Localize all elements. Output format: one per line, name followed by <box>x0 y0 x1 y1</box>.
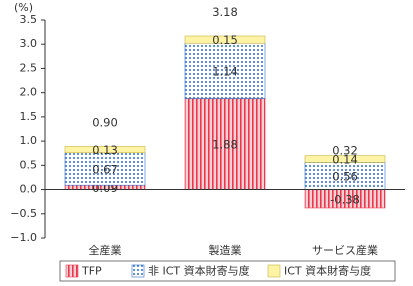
y-tick-label: 0.5 <box>20 158 38 171</box>
x-tick-label: 製造業 <box>209 243 242 257</box>
bar-segment <box>184 42 266 99</box>
legend-label: 非 ICT 資本財寄与度 <box>148 264 250 278</box>
bar-segment <box>304 162 386 190</box>
legend-swatch <box>131 264 145 278</box>
y-unit: (%) <box>14 1 33 14</box>
legend-label: TFP <box>81 265 102 278</box>
data-label: 0.14 <box>332 153 358 167</box>
y-tick-label: 2.0 <box>20 86 38 99</box>
total-label: 0.32 <box>332 144 358 158</box>
legend-swatch <box>267 264 281 278</box>
y-tick-label: 1.0 <box>20 134 38 147</box>
data-label: 1.88 <box>212 138 238 152</box>
total-label: 3.18 <box>212 5 238 19</box>
bar-segment <box>184 35 266 44</box>
y-tick-label: 3.5 <box>20 13 38 26</box>
bar-segment <box>64 152 146 186</box>
y-tick-label: 3.0 <box>20 37 38 50</box>
x-tick-label: 全産業 <box>89 243 122 257</box>
y-tick-label: 1.5 <box>20 110 38 123</box>
total-label: 0.90 <box>92 115 118 129</box>
y-tick-label: −0.5 <box>10 207 37 220</box>
data-label: 0.13 <box>92 143 118 157</box>
y-tick-label: 2.5 <box>20 61 38 74</box>
legend-swatch <box>65 264 79 278</box>
x-tick-label: サービス産業 <box>312 244 378 257</box>
data-label: 1.14 <box>212 64 238 78</box>
data-label: 0.67 <box>92 162 118 176</box>
data-label: 0.56 <box>332 169 358 183</box>
data-label: 0.15 <box>212 33 238 47</box>
bar-segment <box>64 146 146 154</box>
bar-segment <box>304 155 386 163</box>
y-tick-label: −1.0 <box>10 231 37 244</box>
data-label: -0.38 <box>330 192 360 206</box>
y-tick-label: 0.0 <box>20 183 38 196</box>
legend-label: ICT 資本財寄与度 <box>284 264 371 278</box>
